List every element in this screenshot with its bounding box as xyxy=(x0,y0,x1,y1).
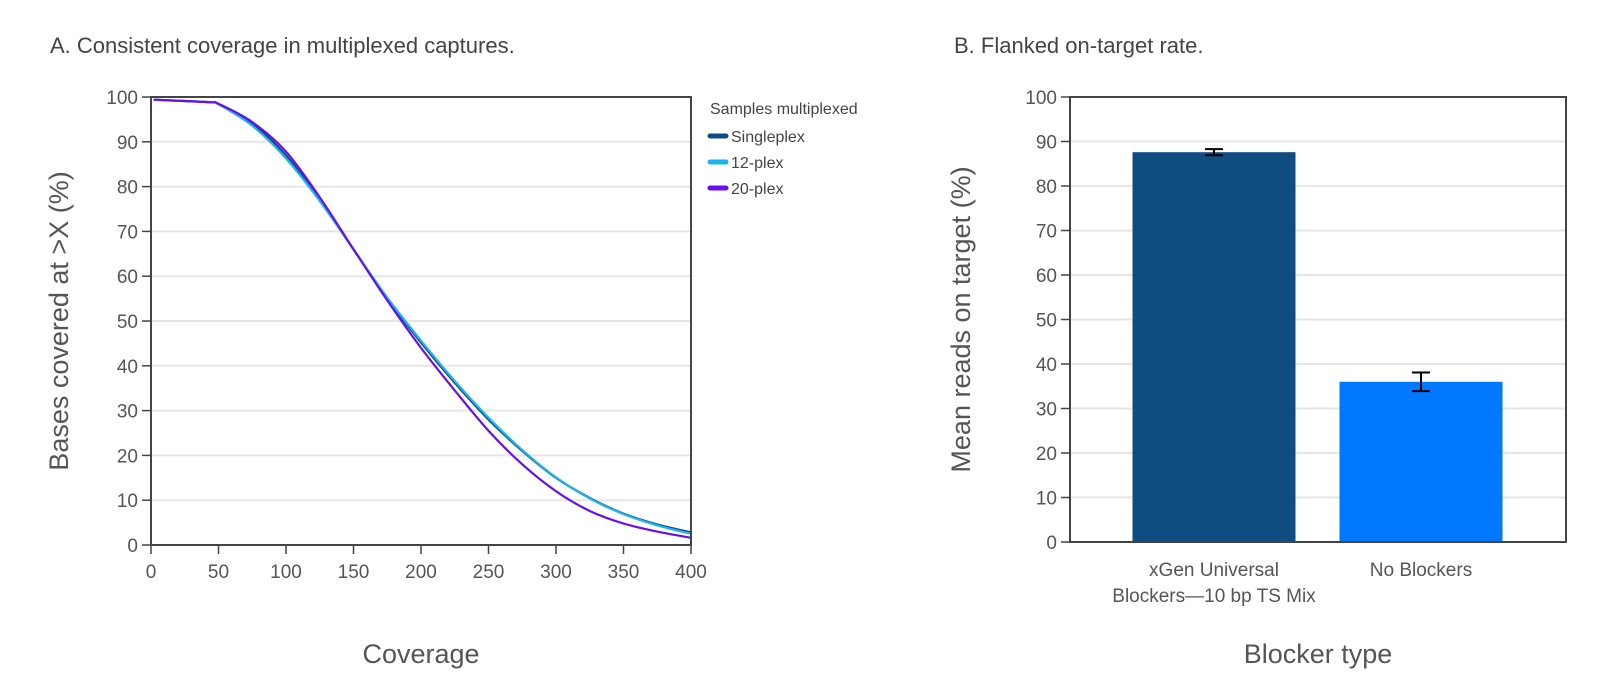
x-axis-label-b: Blocker type xyxy=(1244,639,1393,669)
y-tick-label: 100 xyxy=(1025,88,1057,109)
x-tick-label: 50 xyxy=(208,562,229,583)
y-tick-label: 50 xyxy=(1036,311,1057,332)
chart-b-title: B. Flanked on-target rate. xyxy=(954,33,1203,58)
y-tick-label: 60 xyxy=(117,267,138,288)
y-tick-label: 0 xyxy=(1046,533,1057,554)
y-tick-label: 30 xyxy=(117,402,138,423)
series-line-20-plex xyxy=(153,98,692,539)
y-tick-label: 60 xyxy=(1036,266,1057,287)
x-tick-label: 100 xyxy=(270,562,302,583)
x-tick-label: 350 xyxy=(608,562,640,583)
y-tick-label: 70 xyxy=(1036,222,1057,243)
bar xyxy=(1132,152,1296,542)
x-tick-label: 250 xyxy=(473,562,505,583)
y-tick-label: 10 xyxy=(117,491,138,512)
y-tick-label: 70 xyxy=(117,222,138,243)
y-tick-label: 20 xyxy=(117,446,138,467)
legend-label: 20-plex xyxy=(731,181,783,198)
y-tick-label: 10 xyxy=(1036,489,1057,510)
legend-title: Samples multiplexed xyxy=(710,101,858,118)
x-tick-label: 400 xyxy=(675,562,707,583)
y-tick-label: 50 xyxy=(117,312,138,333)
series-line-12-plex xyxy=(153,98,692,535)
x-category-label: xGen Universal xyxy=(1149,560,1279,581)
y-tick-label: 30 xyxy=(1036,400,1057,421)
plot-frame-b xyxy=(1069,96,1567,543)
y-tick-label: 80 xyxy=(1036,177,1057,198)
y-tick-label: 80 xyxy=(117,178,138,199)
legend-label: Singleplex xyxy=(731,129,805,146)
y-tick-label: 90 xyxy=(1036,133,1057,154)
y-tick-label: 0 xyxy=(127,536,138,557)
plot-frame-a xyxy=(150,96,692,546)
legend-label: 12-plex xyxy=(731,155,783,172)
x-axis-label-a: Coverage xyxy=(362,639,479,669)
chart-a-title: A. Consistent coverage in multiplexed ca… xyxy=(50,33,515,58)
x-tick-label: 150 xyxy=(338,562,370,583)
series-line-singleplex xyxy=(153,98,692,534)
y-tick-label: 40 xyxy=(1036,355,1057,376)
y-axis-label-a: Bases covered at >X (%) xyxy=(44,171,74,470)
y-tick-label: 90 xyxy=(117,133,138,154)
x-category-label: No Blockers xyxy=(1370,560,1472,581)
bar xyxy=(1339,381,1503,542)
y-tick-label: 20 xyxy=(1036,444,1057,465)
y-axis-label-b: Mean reads on target (%) xyxy=(946,166,976,472)
x-tick-label: 0 xyxy=(146,562,157,583)
x-category-label: Blockers—10 bp TS Mix xyxy=(1112,586,1316,607)
y-tick-label: 40 xyxy=(117,357,138,378)
y-tick-label: 100 xyxy=(106,88,138,109)
x-tick-label: 200 xyxy=(405,562,437,583)
x-tick-label: 300 xyxy=(540,562,572,583)
